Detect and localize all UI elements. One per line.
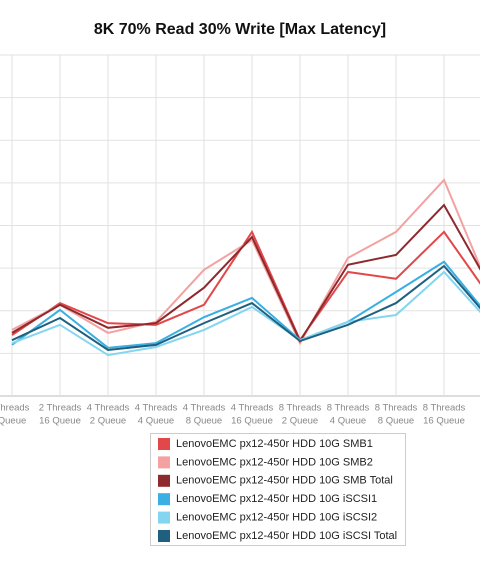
legend-swatch: [158, 456, 170, 469]
x-tick-label: 2 Queue: [282, 416, 318, 427]
legend-swatch: [158, 493, 170, 506]
x-tick-label: 2 Queue: [90, 416, 126, 427]
series-line: [11, 264, 480, 351]
x-tick-label: Threads: [0, 403, 30, 414]
legend-swatch: [158, 438, 170, 450]
x-tick-label: 4 Threads: [135, 403, 178, 414]
x-tick-label: 8 Threads: [375, 403, 418, 414]
x-tick-label: Queue: [0, 416, 26, 427]
x-tick-label: 8 Threads: [327, 403, 370, 414]
x-tick-label: 8 Queue: [378, 416, 414, 427]
x-tick-label: 4 Queue: [330, 416, 366, 427]
series-line: [11, 178, 480, 346]
x-tick-label: 8 Threads: [279, 403, 322, 414]
series-line: [11, 270, 480, 357]
x-tick-label: 4 Threads: [231, 403, 274, 414]
legend-label: LenovoEMC px12-450r HDD 10G iSCSI Total: [176, 530, 397, 542]
x-tick-label: 2 Threads: [39, 403, 82, 414]
x-tick-label: 4 Threads: [183, 403, 226, 414]
legend-swatch: [158, 474, 170, 487]
series-line: [11, 203, 480, 344]
x-tick-label: 8 Threads: [423, 403, 466, 414]
legend-label: LenovoEMC px12-450r HDD 10G iSCSI1: [176, 493, 377, 505]
legend-label: LenovoEMC px12-450r HDD 10G iSCSI2: [176, 512, 377, 524]
legend-swatch: [158, 530, 170, 542]
x-tick-label: 16 Queue: [423, 416, 465, 427]
x-tick-label: 4 Threads: [87, 403, 130, 414]
x-tick-label: 4 Queue: [138, 416, 174, 427]
legend-box: [150, 433, 406, 546]
chart-title: 8K 70% Read 30% Write [Max Latency]: [94, 21, 386, 38]
legend-label: LenovoEMC px12-450r HDD 10G SMB Total: [176, 475, 393, 487]
series-line: [11, 260, 480, 349]
legend-label: LenovoEMC px12-450r HDD 10G SMB2: [176, 456, 373, 468]
series-line: [11, 229, 480, 343]
x-tick-label: 16 Queue: [39, 416, 81, 427]
legend-swatch: [158, 511, 170, 524]
x-tick-label: 16 Queue: [231, 416, 273, 427]
legend-label: LenovoEMC px12-450r HDD 10G SMB1: [176, 438, 373, 450]
x-tick-label: 8 Queue: [186, 416, 222, 427]
